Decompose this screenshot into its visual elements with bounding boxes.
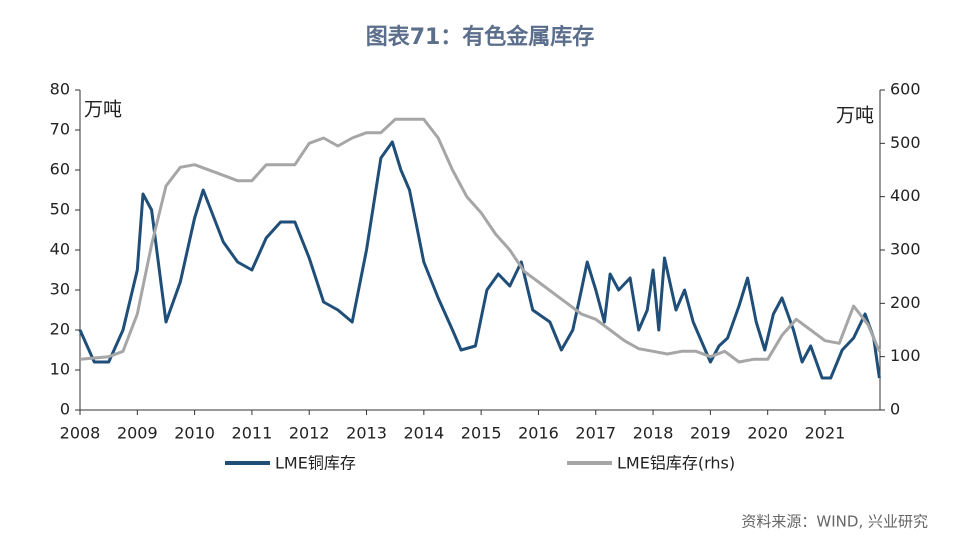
chart-title: 图表71：有色金属库存	[366, 24, 595, 50]
y2-tick-label: 400	[890, 186, 921, 205]
y2-tick-label: 100	[890, 346, 921, 365]
series-line	[79, 117, 881, 364]
y-tick-label: 10	[50, 360, 70, 379]
y-tick-label: 30	[50, 280, 70, 299]
x-tick-label: 2008	[60, 424, 101, 443]
y-tick-label: 20	[50, 320, 70, 339]
y2-axis-unit: 万吨	[836, 105, 874, 127]
x-tick-label: 2010	[174, 424, 215, 443]
y2-tick-label: 600	[890, 80, 921, 99]
y-tick-label: 60	[50, 160, 70, 179]
y-tick-label: 50	[50, 200, 70, 219]
y-tick-label: 80	[50, 80, 70, 99]
series-line	[78, 140, 881, 380]
y-tick-label: 70	[50, 120, 70, 139]
x-tick-label: 2019	[690, 424, 731, 443]
x-tick-label: 2011	[232, 424, 273, 443]
x-tick-label: 2018	[633, 424, 674, 443]
y2-tick-label: 500	[890, 133, 921, 152]
y-axis-unit: 万吨	[84, 99, 122, 121]
y2-tick-label: 0	[890, 400, 900, 419]
y-tick-label: 40	[50, 240, 70, 259]
x-tick-label: 2012	[289, 424, 330, 443]
y-tick-label: 0	[60, 400, 70, 419]
x-tick-label: 2015	[461, 424, 502, 443]
y2-tick-label: 300	[890, 240, 921, 259]
legend-label: LME铜库存	[275, 454, 356, 473]
x-tick-label: 2021	[805, 424, 846, 443]
x-tick-label: 2014	[403, 424, 444, 443]
source-note: 资料来源：WIND, 兴业研究	[741, 513, 928, 531]
x-tick-label: 2017	[575, 424, 616, 443]
x-tick-label: 2009	[117, 424, 158, 443]
x-tick-label: 2013	[346, 424, 387, 443]
legend-label: LME铝库存(rhs)	[617, 454, 735, 473]
y2-tick-label: 200	[890, 293, 921, 312]
x-tick-label: 2020	[747, 424, 788, 443]
x-tick-label: 2016	[518, 424, 559, 443]
